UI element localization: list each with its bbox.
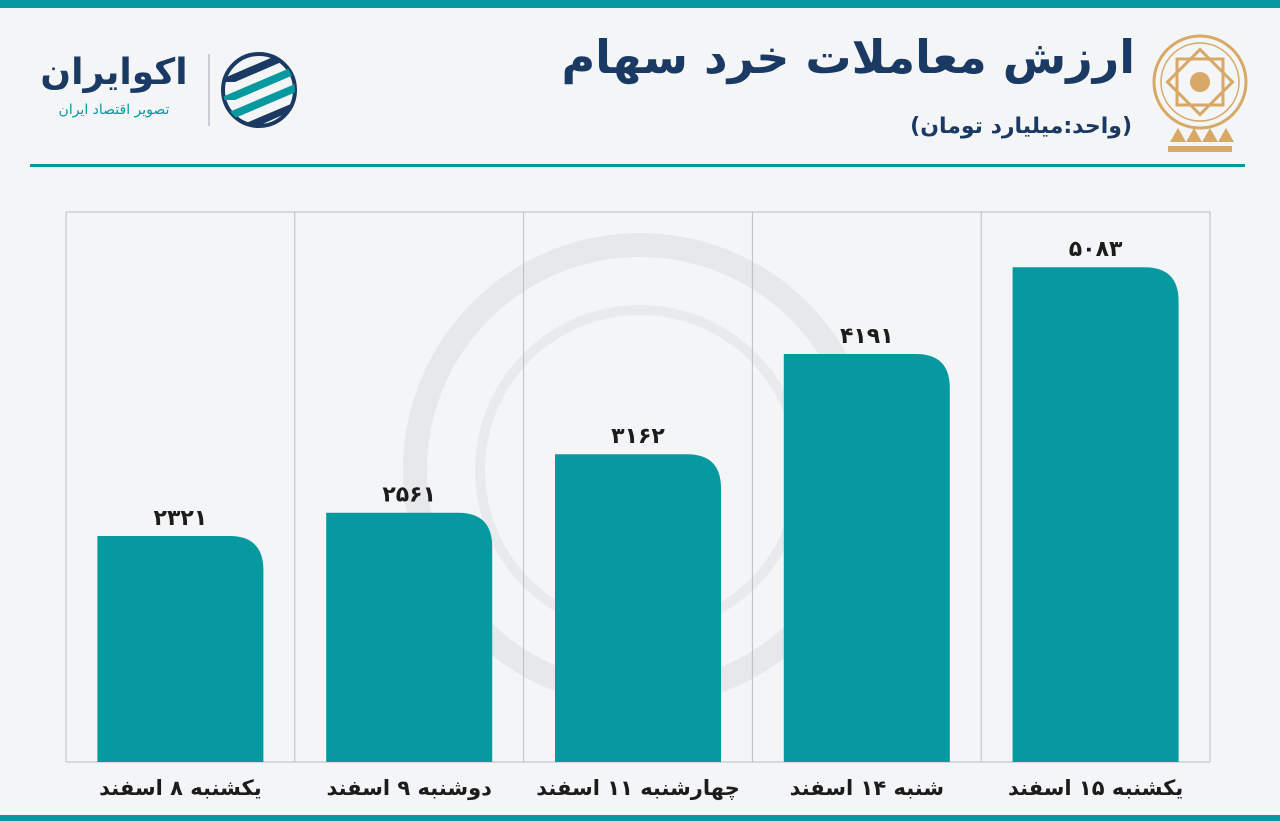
bar-value-label: ۲۵۶۱ bbox=[382, 483, 436, 508]
brand-name: اکوایران bbox=[40, 52, 188, 93]
stripes-circle-logo-icon bbox=[221, 52, 297, 128]
category-label: شنبه ۱۴ اسفند bbox=[790, 776, 944, 800]
bar bbox=[97, 536, 264, 762]
top-accent-bar bbox=[0, 0, 1280, 8]
bar-value-label: ۴۱۹۱ bbox=[840, 324, 894, 349]
brand-logo: اکوایران تصویر اقتصاد ایران bbox=[30, 52, 297, 132]
bottom-accent-bar bbox=[0, 815, 1280, 821]
bar bbox=[783, 354, 950, 762]
category-label: دوشنبه ۹ اسفند bbox=[326, 776, 492, 800]
brand-divider bbox=[208, 54, 210, 126]
bar bbox=[1012, 267, 1179, 762]
bar-value-label: ۵۰۸۳ bbox=[1069, 237, 1123, 262]
category-label: یکشنبه ۱۵ اسفند bbox=[1008, 776, 1183, 800]
bar bbox=[326, 512, 493, 762]
header-divider bbox=[30, 164, 1245, 167]
chart-unit-subtitle: (واحد:میلیارد تومان) bbox=[910, 114, 1132, 139]
category-label: یکشنبه ۸ اسفند bbox=[99, 776, 261, 800]
bar-value-label: ۳۱۶۲ bbox=[611, 424, 665, 449]
bar-value-label: ۲۳۲۱ bbox=[154, 506, 208, 531]
brand-tagline: تصویر اقتصاد ایران bbox=[58, 102, 170, 118]
category-label: چهارشنبه ۱۱ اسفند bbox=[536, 776, 739, 800]
chart-title: ارزش معاملات خرد سهام bbox=[561, 30, 1135, 84]
bar bbox=[555, 454, 721, 762]
stock-exchange-emblem-icon bbox=[1152, 34, 1248, 152]
